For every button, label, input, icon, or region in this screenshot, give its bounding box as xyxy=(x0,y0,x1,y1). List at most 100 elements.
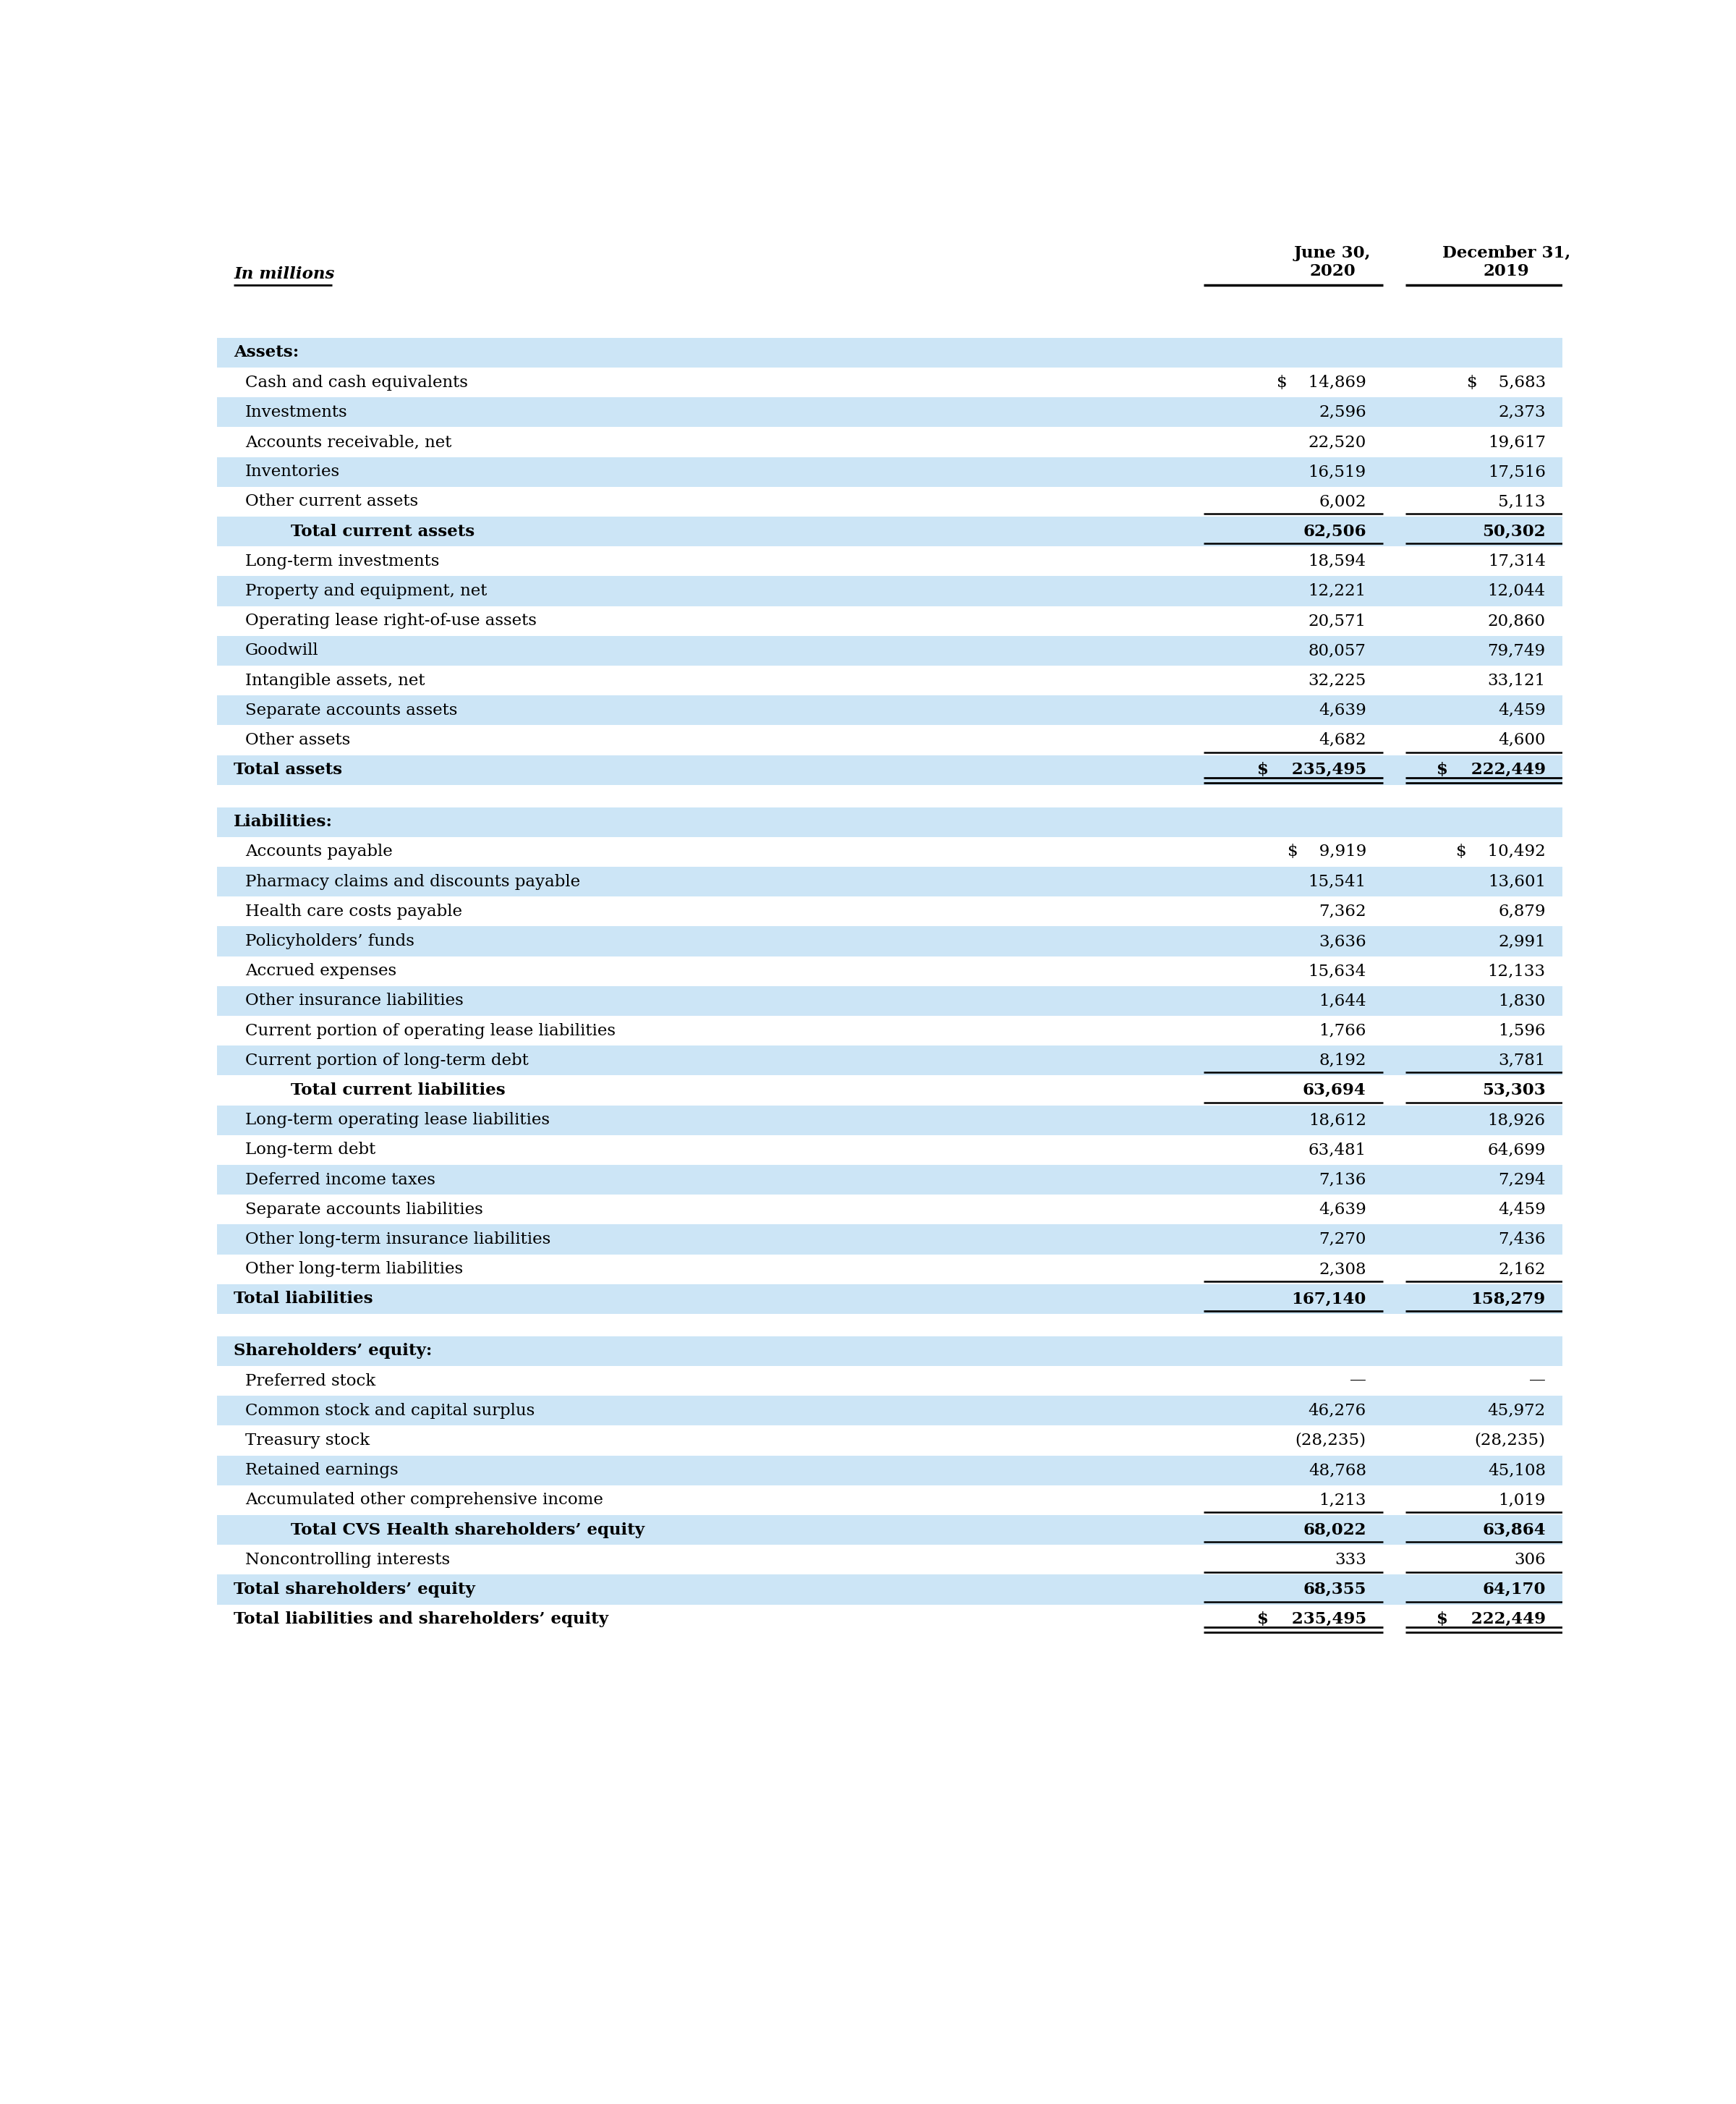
Bar xyxy=(217,1195,1562,1225)
Text: 18,594: 18,594 xyxy=(1309,553,1366,570)
Text: 1,644: 1,644 xyxy=(1319,993,1366,1008)
Bar xyxy=(217,1365,1562,1395)
Bar xyxy=(217,1283,1562,1313)
Text: 19,617: 19,617 xyxy=(1488,433,1545,450)
Text: $    14,869: $ 14,869 xyxy=(1276,375,1366,391)
Bar xyxy=(217,1427,1562,1456)
Text: 33,121: 33,121 xyxy=(1488,673,1545,688)
Text: 167,140: 167,140 xyxy=(1292,1292,1366,1307)
Bar xyxy=(217,955,1562,987)
Text: Other current assets: Other current assets xyxy=(245,494,418,509)
Text: Property and equipment, net: Property and equipment, net xyxy=(245,583,486,600)
Bar xyxy=(217,696,1562,726)
Text: 158,279: 158,279 xyxy=(1470,1292,1545,1307)
Text: 53,303: 53,303 xyxy=(1483,1081,1545,1098)
Text: Operating lease right-of-use assets: Operating lease right-of-use assets xyxy=(245,612,536,629)
Text: 20,860: 20,860 xyxy=(1488,612,1545,629)
Text: 4,639: 4,639 xyxy=(1319,703,1366,717)
Text: $    235,495: $ 235,495 xyxy=(1257,1612,1366,1626)
Text: Total CVS Health shareholders’ equity: Total CVS Health shareholders’ equity xyxy=(273,1521,644,1538)
Bar xyxy=(217,867,1562,896)
Text: 46,276: 46,276 xyxy=(1309,1403,1366,1418)
Text: 68,022: 68,022 xyxy=(1304,1521,1366,1538)
Text: 3,781: 3,781 xyxy=(1498,1052,1545,1069)
Text: Total current assets: Total current assets xyxy=(273,524,474,539)
Text: Preferred stock: Preferred stock xyxy=(245,1374,375,1389)
Bar xyxy=(217,427,1562,457)
Text: 68,355: 68,355 xyxy=(1304,1582,1366,1597)
Text: Common stock and capital surplus: Common stock and capital surplus xyxy=(245,1403,535,1418)
Text: 1,213: 1,213 xyxy=(1319,1492,1366,1509)
Bar xyxy=(217,1605,1562,1635)
Text: Total shareholders’ equity: Total shareholders’ equity xyxy=(234,1582,476,1597)
Text: Total liabilities: Total liabilities xyxy=(234,1292,373,1307)
Bar xyxy=(217,1105,1562,1134)
Bar xyxy=(217,547,1562,576)
Text: Liabilities:: Liabilities: xyxy=(234,814,333,829)
Text: 12,044: 12,044 xyxy=(1488,583,1545,600)
Text: 16,519: 16,519 xyxy=(1309,463,1366,480)
Text: 7,294: 7,294 xyxy=(1498,1172,1545,1187)
Text: 45,972: 45,972 xyxy=(1488,1403,1545,1418)
Bar xyxy=(217,1515,1562,1544)
Bar xyxy=(217,755,1562,785)
Text: Shareholders’ equity:: Shareholders’ equity: xyxy=(234,1342,432,1359)
Text: Noncontrolling interests: Noncontrolling interests xyxy=(245,1553,450,1567)
Text: (28,235): (28,235) xyxy=(1474,1433,1545,1448)
Text: 15,634: 15,634 xyxy=(1309,964,1366,978)
Bar xyxy=(217,808,1562,837)
Text: 4,682: 4,682 xyxy=(1319,732,1366,749)
Bar xyxy=(217,1166,1562,1195)
Bar xyxy=(217,1395,1562,1427)
Text: 1,019: 1,019 xyxy=(1498,1492,1545,1509)
Text: 17,314: 17,314 xyxy=(1488,553,1545,570)
Bar xyxy=(217,896,1562,926)
Text: December 31,
2019: December 31, 2019 xyxy=(1443,244,1571,280)
Text: 4,459: 4,459 xyxy=(1498,1201,1545,1218)
Text: 45,108: 45,108 xyxy=(1488,1462,1545,1479)
Bar xyxy=(217,457,1562,486)
Text: $    222,449: $ 222,449 xyxy=(1436,762,1545,778)
Text: 306: 306 xyxy=(1514,1553,1545,1567)
Text: 12,133: 12,133 xyxy=(1488,964,1545,978)
Bar xyxy=(217,635,1562,665)
Text: Current portion of long-term debt: Current portion of long-term debt xyxy=(245,1052,528,1069)
Text: 12,221: 12,221 xyxy=(1309,583,1366,600)
Text: Total current liabilities: Total current liabilities xyxy=(273,1081,505,1098)
Bar xyxy=(217,518,1562,547)
Bar xyxy=(217,398,1562,427)
Text: 17,516: 17,516 xyxy=(1488,463,1545,480)
Bar xyxy=(217,1336,1562,1365)
Bar xyxy=(217,726,1562,755)
Text: Accumulated other comprehensive income: Accumulated other comprehensive income xyxy=(245,1492,602,1509)
Text: $    235,495: $ 235,495 xyxy=(1257,762,1366,778)
Text: Pharmacy claims and discounts payable: Pharmacy claims and discounts payable xyxy=(245,873,580,890)
Text: 2,373: 2,373 xyxy=(1498,404,1545,421)
Text: Treasury stock: Treasury stock xyxy=(245,1433,370,1448)
Text: Separate accounts assets: Separate accounts assets xyxy=(245,703,457,717)
Text: 6,879: 6,879 xyxy=(1498,903,1545,919)
Text: 2,596: 2,596 xyxy=(1319,404,1366,421)
Text: Separate accounts liabilities: Separate accounts liabilities xyxy=(245,1201,483,1218)
Text: Policyholders’ funds: Policyholders’ funds xyxy=(245,934,415,949)
Text: 4,459: 4,459 xyxy=(1498,703,1545,717)
Bar xyxy=(217,1456,1562,1485)
Text: 63,864: 63,864 xyxy=(1483,1521,1545,1538)
Text: Accounts payable: Accounts payable xyxy=(245,844,392,861)
Bar xyxy=(217,665,1562,696)
Text: (28,235): (28,235) xyxy=(1295,1433,1366,1448)
Bar xyxy=(217,339,1562,368)
Bar xyxy=(217,1016,1562,1046)
Text: Assets:: Assets: xyxy=(234,345,299,360)
Text: Retained earnings: Retained earnings xyxy=(245,1462,398,1479)
Text: Investments: Investments xyxy=(245,404,347,421)
Text: Accrued expenses: Accrued expenses xyxy=(245,964,396,978)
Bar xyxy=(217,576,1562,606)
Text: 15,541: 15,541 xyxy=(1309,873,1366,890)
Text: Goodwill: Goodwill xyxy=(245,642,318,659)
Text: 3,636: 3,636 xyxy=(1319,934,1366,949)
Text: $    222,449: $ 222,449 xyxy=(1436,1612,1545,1626)
Bar xyxy=(217,926,1562,955)
Text: 6,002: 6,002 xyxy=(1319,494,1366,509)
Text: Long-term investments: Long-term investments xyxy=(245,553,439,570)
